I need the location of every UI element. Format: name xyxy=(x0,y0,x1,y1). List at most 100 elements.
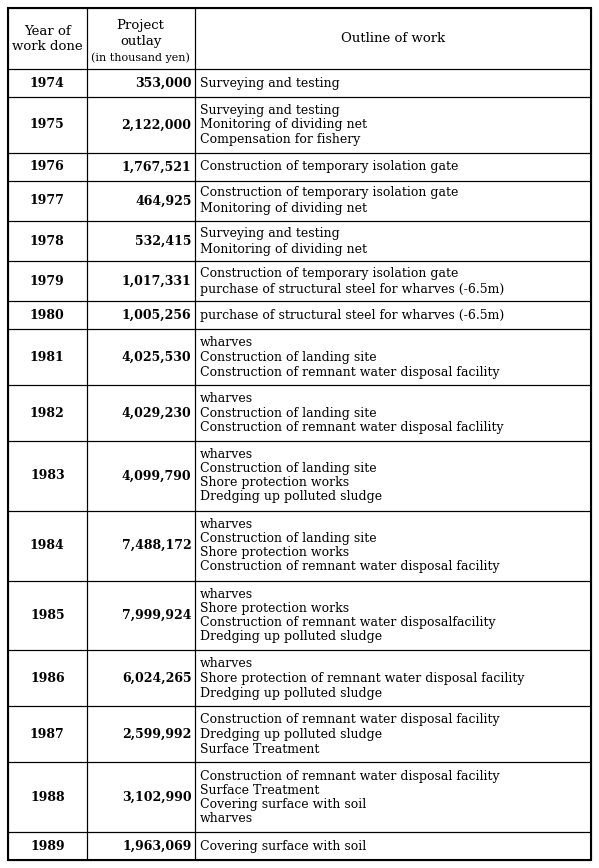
Text: Compensation for fishery: Compensation for fishery xyxy=(199,134,360,147)
Text: 2,599,992: 2,599,992 xyxy=(122,727,192,740)
Text: 3,102,990: 3,102,990 xyxy=(122,791,192,804)
Bar xyxy=(8,221,87,261)
Bar xyxy=(195,329,591,385)
Text: wharves: wharves xyxy=(199,812,253,825)
Text: Construction of remnant water disposalfacility: Construction of remnant water disposalfa… xyxy=(199,616,495,629)
Bar xyxy=(8,511,87,581)
Bar xyxy=(87,581,195,650)
Text: Construction of temporary isolation gate: Construction of temporary isolation gate xyxy=(199,161,458,174)
Text: Shore protection works: Shore protection works xyxy=(199,546,349,559)
Bar xyxy=(87,441,195,511)
Bar xyxy=(87,69,195,97)
Text: Construction of remnant water disposal faclility: Construction of remnant water disposal f… xyxy=(199,422,503,435)
Bar xyxy=(195,511,591,581)
Text: 1975: 1975 xyxy=(30,118,65,131)
Bar xyxy=(87,832,195,860)
Bar xyxy=(8,329,87,385)
Bar xyxy=(195,581,591,650)
Bar xyxy=(87,301,195,329)
Text: Project
outlay: Project outlay xyxy=(117,19,165,48)
Bar xyxy=(195,69,591,97)
Text: Construction of remnant water disposal facility: Construction of remnant water disposal f… xyxy=(199,560,499,573)
Text: Surveying and testing: Surveying and testing xyxy=(199,227,339,240)
Text: 353,000: 353,000 xyxy=(135,76,192,89)
Text: wharves: wharves xyxy=(199,518,253,531)
Text: Dredging up polluted sludge: Dredging up polluted sludge xyxy=(199,630,382,643)
Bar xyxy=(87,153,195,181)
Text: 1976: 1976 xyxy=(30,161,65,174)
Text: Construction of landing site: Construction of landing site xyxy=(199,351,376,364)
Bar xyxy=(195,261,591,301)
Text: 1982: 1982 xyxy=(30,406,65,419)
Text: Surface Treatment: Surface Treatment xyxy=(199,784,319,797)
Text: Covering surface with soil: Covering surface with soil xyxy=(199,798,366,811)
Bar xyxy=(8,762,87,832)
Bar xyxy=(87,511,195,581)
Bar xyxy=(87,8,195,69)
Bar xyxy=(87,261,195,301)
Text: Surveying and testing: Surveying and testing xyxy=(199,103,339,116)
Bar xyxy=(8,385,87,441)
Text: wharves: wharves xyxy=(199,336,253,349)
Bar xyxy=(195,181,591,221)
Text: 1983: 1983 xyxy=(30,470,65,483)
Text: 1985: 1985 xyxy=(30,609,65,622)
Bar xyxy=(195,832,591,860)
Bar xyxy=(8,301,87,329)
Text: 1980: 1980 xyxy=(30,309,65,322)
Text: Shore protection works: Shore protection works xyxy=(199,477,349,490)
Bar xyxy=(8,441,87,511)
Text: Dredging up polluted sludge: Dredging up polluted sludge xyxy=(199,490,382,503)
Text: 4,029,230: 4,029,230 xyxy=(122,406,192,419)
Bar xyxy=(87,385,195,441)
Bar xyxy=(195,153,591,181)
Text: Dredging up polluted sludge: Dredging up polluted sludge xyxy=(199,727,382,740)
Text: Monitoring of dividing net: Monitoring of dividing net xyxy=(199,118,367,131)
Text: 7,488,172: 7,488,172 xyxy=(122,539,192,552)
Text: Surveying and testing: Surveying and testing xyxy=(199,76,339,89)
Text: Construction of landing site: Construction of landing site xyxy=(199,463,376,476)
Text: 1979: 1979 xyxy=(30,275,65,287)
Text: 7,999,924: 7,999,924 xyxy=(122,609,192,622)
Bar xyxy=(87,181,195,221)
Bar xyxy=(8,69,87,97)
Bar xyxy=(195,385,591,441)
Text: Shore protection works: Shore protection works xyxy=(199,602,349,615)
Text: Construction of remnant water disposal facility: Construction of remnant water disposal f… xyxy=(199,770,499,783)
Text: wharves: wharves xyxy=(199,589,253,602)
Bar xyxy=(8,153,87,181)
Text: 1,005,256: 1,005,256 xyxy=(122,309,192,322)
Text: 532,415: 532,415 xyxy=(135,234,192,247)
Bar xyxy=(195,8,591,69)
Text: Construction of temporary isolation gate: Construction of temporary isolation gate xyxy=(199,266,458,279)
Text: 1977: 1977 xyxy=(30,194,65,207)
Text: 2,122,000: 2,122,000 xyxy=(122,118,192,131)
Bar xyxy=(195,650,591,707)
Bar xyxy=(8,261,87,301)
Text: 1,017,331: 1,017,331 xyxy=(122,275,192,287)
Text: Dredging up polluted sludge: Dredging up polluted sludge xyxy=(199,687,382,700)
Text: Construction of landing site: Construction of landing site xyxy=(199,532,376,545)
Text: Surface Treatment: Surface Treatment xyxy=(199,743,319,756)
Bar xyxy=(195,97,591,153)
Text: 1986: 1986 xyxy=(30,672,65,685)
Bar xyxy=(8,832,87,860)
Text: Shore protection of remnant water disposal facility: Shore protection of remnant water dispos… xyxy=(199,672,524,685)
Bar xyxy=(8,581,87,650)
Text: wharves: wharves xyxy=(199,657,253,670)
Bar xyxy=(195,762,591,832)
Bar xyxy=(87,97,195,153)
Bar xyxy=(8,97,87,153)
Bar xyxy=(87,329,195,385)
Text: 1981: 1981 xyxy=(30,351,65,364)
Text: purchase of structural steel for wharves (-6.5m): purchase of structural steel for wharves… xyxy=(199,283,504,296)
Bar xyxy=(8,707,87,762)
Text: 1974: 1974 xyxy=(30,76,65,89)
Text: 6,024,265: 6,024,265 xyxy=(122,672,192,685)
Text: 464,925: 464,925 xyxy=(135,194,192,207)
Bar xyxy=(195,441,591,511)
Text: Construction of remnant water disposal facility: Construction of remnant water disposal f… xyxy=(199,365,499,378)
Bar xyxy=(195,301,591,329)
Text: 1978: 1978 xyxy=(30,234,65,247)
Text: 4,025,530: 4,025,530 xyxy=(122,351,192,364)
